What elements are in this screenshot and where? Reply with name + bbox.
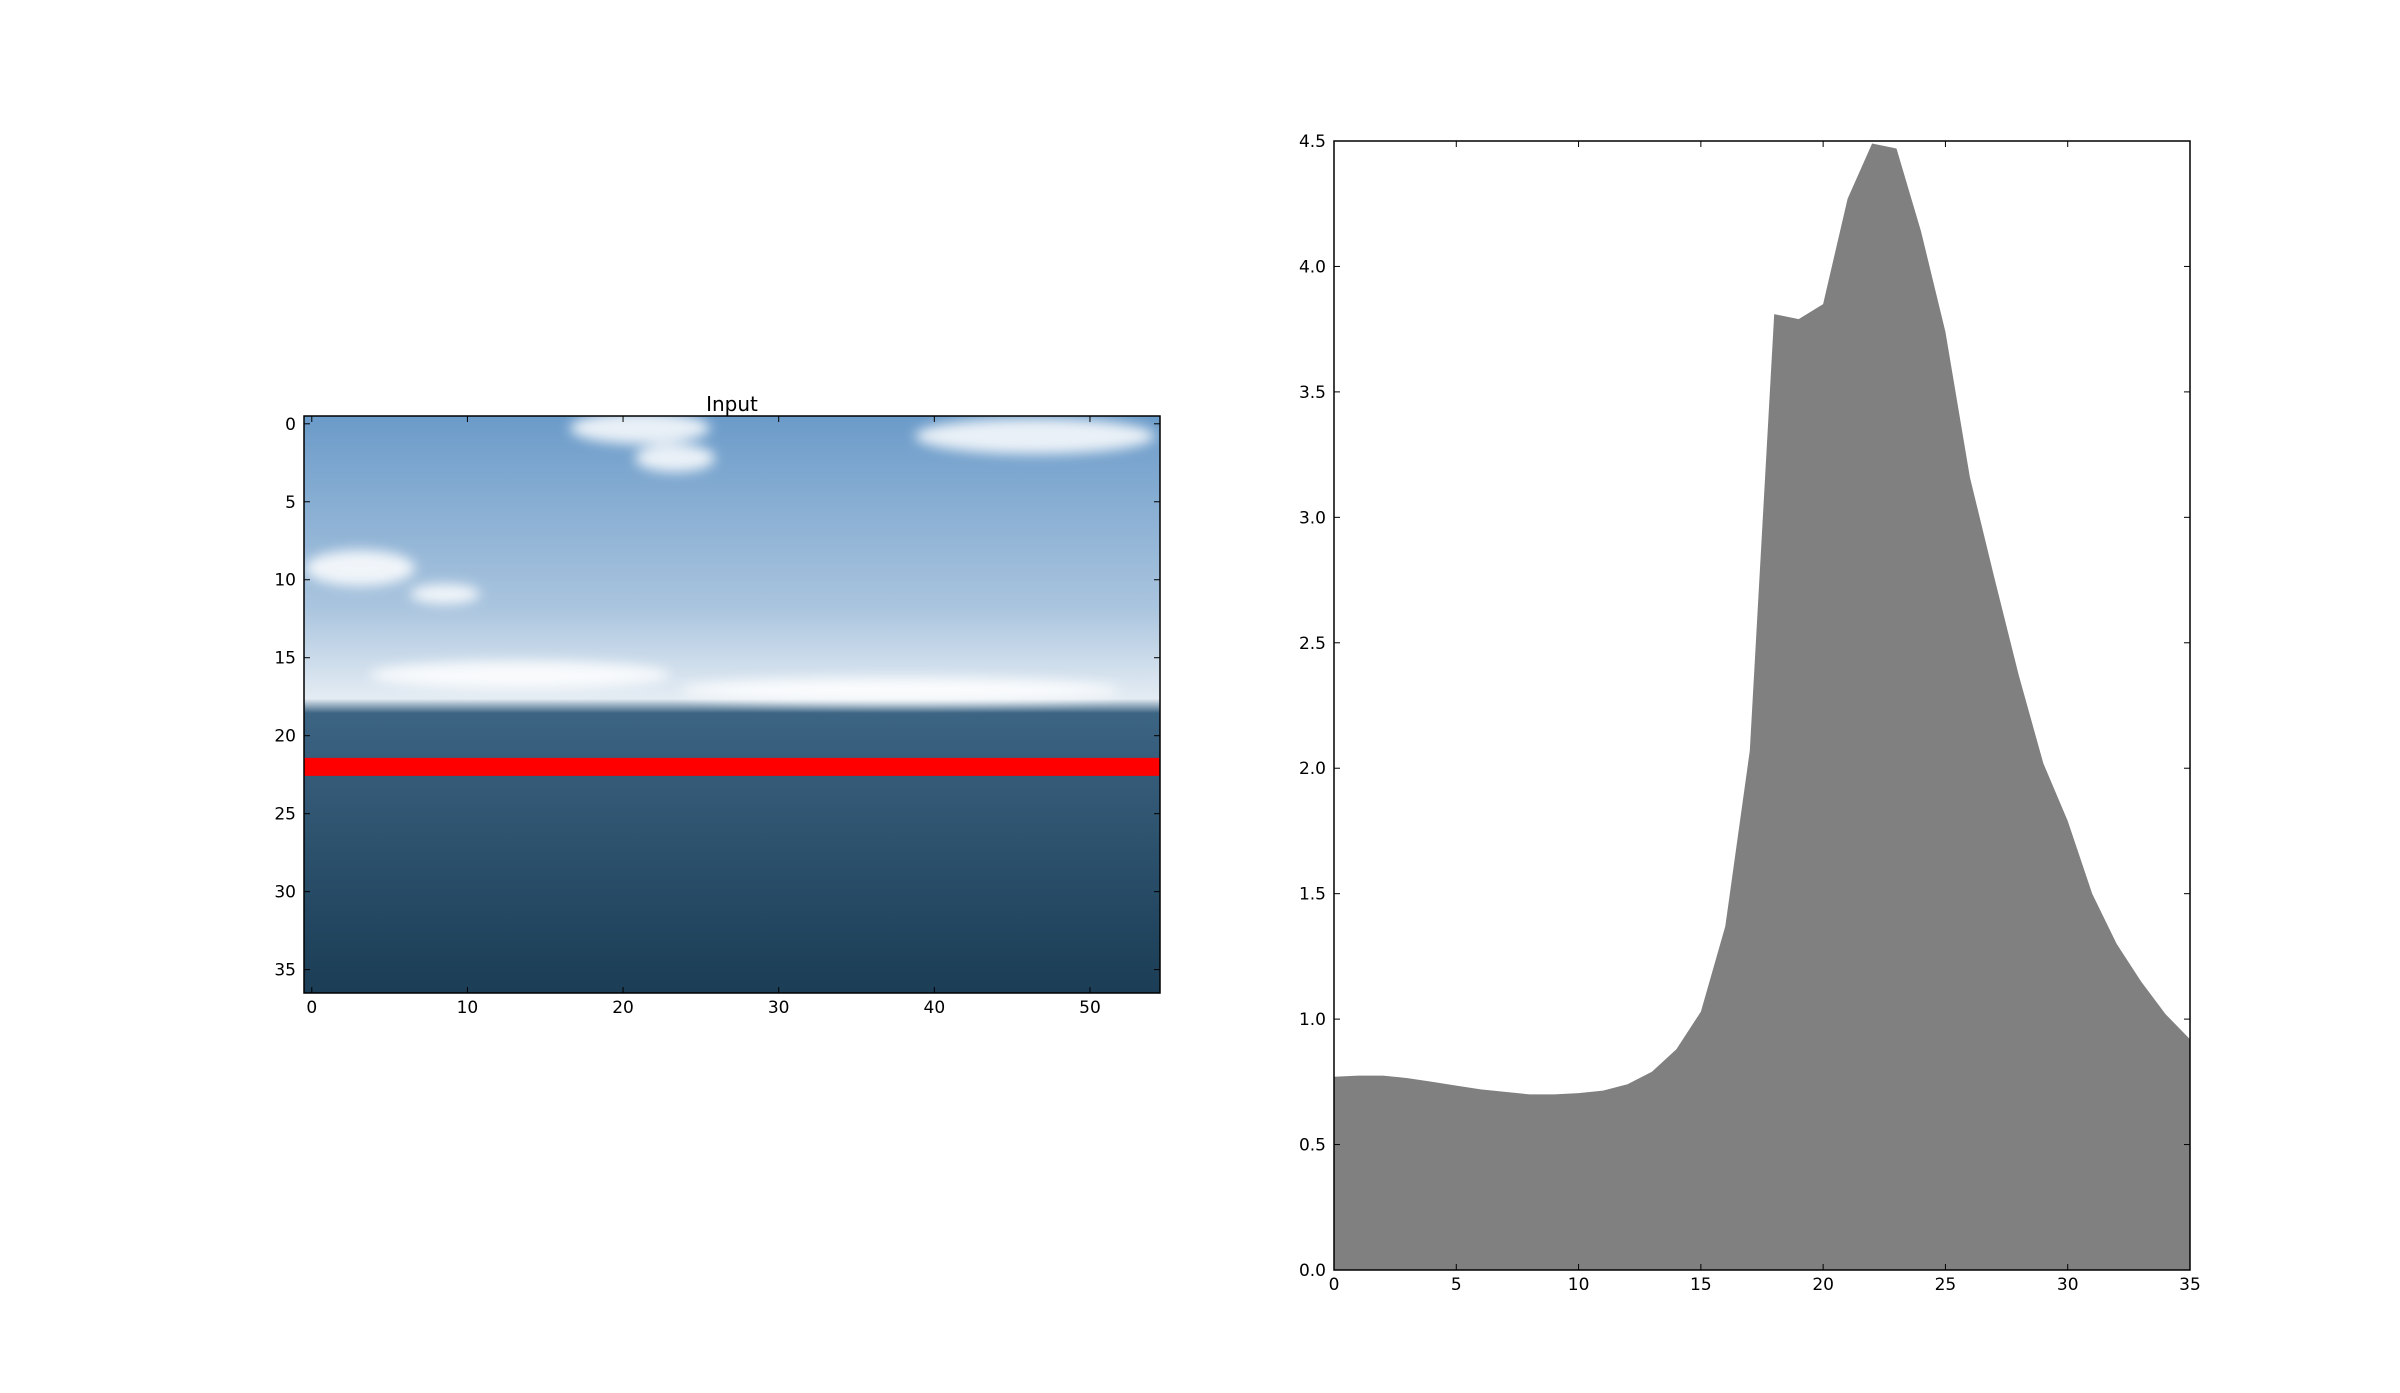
cloud [410,584,480,604]
scene-background [304,416,1160,993]
x-tick-label: 40 [924,998,946,1018]
cloud-layer [305,416,1155,702]
y-tick-label: 2.0 [1299,759,1326,779]
x-tick-label: 50 [1079,998,1101,1018]
x-tick-label: 5 [1451,1275,1462,1295]
x-tick-label: 20 [1812,1275,1834,1295]
x-tick-label: 0 [306,998,317,1018]
x-tick-label: 10 [1568,1275,1590,1295]
area-series [1334,143,2190,1270]
input-image-panel: Input 0 10 20 30 40 50 0 5 10 15 20 25 30 35 [274,392,1161,1018]
y-tick-label: 1.5 [1299,885,1326,905]
y-tick-label: 0.0 [1299,1261,1326,1281]
cloud [570,416,710,444]
x-tick-label: 30 [768,998,790,1018]
x-tick-label: 25 [1935,1275,1957,1295]
cloud [915,418,1155,454]
y-tick-label: 25 [274,805,296,825]
cloud [680,678,1120,702]
x-tick-label: 30 [2057,1275,2079,1295]
image-title: Input [706,392,758,416]
image-axes-frame [303,415,1161,994]
y-tick-label: 0 [285,415,296,435]
x-tick-label: 10 [457,998,479,1018]
chart-axis-ticks: 0 5 10 15 20 25 30 35 0.0 0.5 1.0 1.5 2.0 2.5 3.0 3.5 4.… [1299,132,2201,1295]
y-tick-label: 10 [274,571,296,591]
cloud [635,444,715,472]
image-content [304,416,1160,993]
y-tick-label: 3.5 [1299,383,1326,403]
y-tick-label: 2.5 [1299,634,1326,654]
highlighted-row [304,757,1160,776]
x-tick-label: 0 [1329,1275,1340,1295]
y-tick-label: 20 [274,727,296,747]
y-tick-label: 5 [285,493,296,513]
y-tick-label: 35 [274,961,296,981]
y-tick-label: 4.0 [1299,257,1326,277]
image-axis-ticks: 0 10 20 30 40 50 0 5 10 15 20 25 30 35 [274,415,1160,1018]
x-tick-label: 15 [1690,1275,1712,1295]
x-tick-label: 20 [612,998,634,1018]
cloud [370,661,670,689]
cloud [305,550,415,586]
y-tick-label: 3.0 [1299,508,1326,528]
chart-axes-frame [1333,140,2191,1271]
y-tick-label: 30 [274,883,296,903]
y-tick-label: 15 [274,649,296,669]
area-chart-panel: 0 5 10 15 20 25 30 35 0.0 0.5 1.0 1.5 2.0 2.5 3.0 3.5 4.… [1299,132,2201,1295]
x-tick-label: 35 [2179,1275,2201,1295]
y-tick-label: 4.5 [1299,132,1326,152]
y-tick-label: 0.5 [1299,1136,1326,1156]
y-tick-label: 1.0 [1299,1010,1326,1030]
